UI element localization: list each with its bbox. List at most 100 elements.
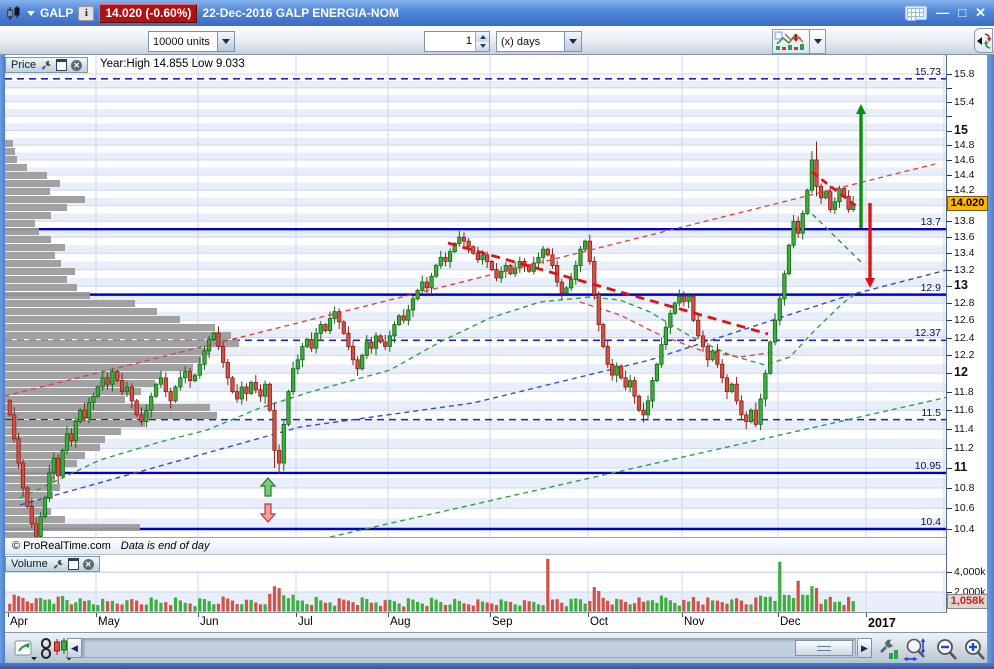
workspace-arrows-icon <box>984 32 992 49</box>
zoom-range-icon[interactable] <box>903 637 929 662</box>
month-tick <box>198 613 199 617</box>
period-combobox[interactable]: (x) days <box>496 31 582 52</box>
zoom-out-icon[interactable] <box>935 637 959 662</box>
info-icon[interactable]: i <box>78 5 95 21</box>
price-tick-label: 11 <box>954 459 968 474</box>
month-label: May <box>98 616 120 628</box>
scrollbar-track[interactable] <box>82 638 856 658</box>
month-tick <box>388 613 389 617</box>
level-label: 13.7 <box>920 216 941 229</box>
price-tick <box>947 337 952 339</box>
price-axis[interactable]: 15.8 15.4 15 14.8 14.6 14.4 14.2 13.8 13.6 13.4 13… <box>947 55 987 632</box>
close-pane-icon[interactable]: ✕ <box>82 558 94 570</box>
price-tick <box>947 74 952 75</box>
volume-tick-label: 4,000k <box>954 566 986 579</box>
price-tick-label: 12.6 <box>954 314 975 327</box>
chart-mini-icon <box>7 5 20 20</box>
price-tick <box>947 221 952 223</box>
units-dropdown-button[interactable] <box>217 32 234 51</box>
window-right-border <box>987 55 994 663</box>
side-panel-toggle[interactable] <box>974 28 993 53</box>
price-tick <box>947 145 952 147</box>
month-tick <box>866 613 867 617</box>
price-tick <box>947 448 952 450</box>
price-tick <box>947 190 952 192</box>
time-axis[interactable]: Apr May Jun Jul Aug Sep Oct Nov Dec 2017 <box>5 612 947 632</box>
export-chart-icon[interactable] <box>14 637 38 661</box>
price-tick-label: 10.8 <box>954 481 975 494</box>
wrench-icon[interactable] <box>52 558 64 570</box>
level-label: 12.9 <box>920 281 941 294</box>
month-label: Sep <box>492 616 513 628</box>
price-tick-label: 14.4 <box>954 168 975 181</box>
scroll-right-button[interactable]: ▶ <box>857 638 872 658</box>
bars-spinner[interactable]: 1 <box>424 31 490 52</box>
wrench-icon[interactable] <box>40 59 52 71</box>
price-chart[interactable] <box>5 55 947 537</box>
month-tick <box>8 613 9 617</box>
month-label: 2017 <box>868 616 896 630</box>
price-tick-label: 13.2 <box>954 263 975 276</box>
price-tick-label: 11.2 <box>954 442 974 455</box>
copyright-label: © ProRealTime.com <box>12 540 111 552</box>
link-panes-icon[interactable] <box>39 637 53 661</box>
price-tick <box>947 269 952 271</box>
chart-style-dropdown-button[interactable] <box>809 29 826 54</box>
volume-pane-tab[interactable]: Volume ✕ <box>5 556 100 572</box>
period-value: (x) days <box>501 35 541 48</box>
level-label: 11.5 <box>921 406 941 419</box>
price-tick-label: 13 <box>954 278 968 293</box>
units-combobox[interactable]: 10000 units <box>148 31 235 52</box>
scrollbar-thumb[interactable] <box>795 640 853 656</box>
volume-chart[interactable] <box>5 555 947 612</box>
chart-style-button[interactable] <box>772 29 810 54</box>
spinner-up-button[interactable] <box>476 32 489 42</box>
price-tick-label: 13.4 <box>954 247 975 260</box>
month-tick <box>490 613 491 617</box>
price-tick <box>947 467 952 469</box>
close-button[interactable]: ✕ <box>975 5 986 20</box>
price-tick-label: 11.6 <box>954 404 974 417</box>
year-range-label: Year:High 14.855 Low 9.033 <box>100 58 245 70</box>
window-left-border <box>0 55 5 663</box>
scroll-left-button[interactable]: ◀ <box>67 638 82 658</box>
month-label: Dec <box>780 616 801 628</box>
price-tick-label: 15.8 <box>954 68 975 80</box>
title-bar: GALP i 14.020 (-0.60%) 22-Dec-2016 GALP … <box>0 0 994 26</box>
maximize-button[interactable]: □ <box>958 5 967 20</box>
price-tick-label: 15.4 <box>954 95 975 108</box>
price-tick-label: 14.2 <box>954 184 975 197</box>
volume-tick <box>947 591 952 593</box>
price-tick <box>947 237 952 239</box>
price-tick <box>947 429 952 431</box>
zoom-in-icon[interactable] <box>963 637 987 662</box>
price-tick-label: 10.6 <box>954 502 975 515</box>
month-label: Oct <box>590 616 608 628</box>
month-tick <box>96 613 97 617</box>
level-label: 10.4 <box>920 516 941 528</box>
price-tick <box>947 410 952 412</box>
detach-window-icon[interactable] <box>67 558 79 570</box>
price-tick <box>947 355 952 357</box>
price-tick-label: 14.6 <box>954 153 975 166</box>
price-tick <box>947 391 952 393</box>
symbol-dropdown-caret[interactable] <box>27 10 35 16</box>
close-pane-icon[interactable]: ✕ <box>71 59 83 71</box>
price-tick-label: 13.6 <box>954 231 975 244</box>
detach-window-icon[interactable] <box>56 59 68 71</box>
period-dropdown-button[interactable] <box>564 32 581 51</box>
price-tick-label: 12.2 <box>954 349 975 362</box>
level-label: 12.37 <box>914 327 941 340</box>
price-pane-tab[interactable]: Price ✕ <box>5 57 89 73</box>
price-pane-title: Price <box>11 59 37 71</box>
price-tick <box>947 174 952 176</box>
price-tick-label: 11.4 <box>954 423 974 436</box>
minimize-button[interactable]: — <box>936 5 950 20</box>
axis-spine <box>946 55 947 632</box>
spinner-down-button[interactable] <box>476 41 489 51</box>
price-tick <box>947 101 952 103</box>
keyboard-icon[interactable] <box>905 6 928 21</box>
month-tick <box>296 613 297 617</box>
symbol-label: GALP <box>40 6 74 20</box>
chart-settings-icon[interactable] <box>877 637 899 661</box>
